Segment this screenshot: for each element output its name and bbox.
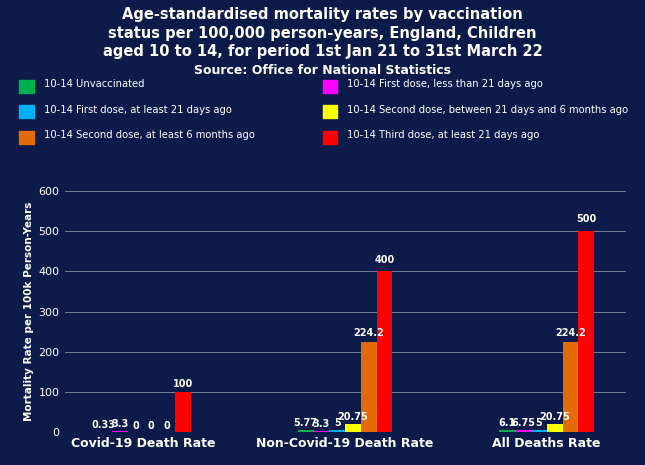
Text: 6.1: 6.1 [499,418,516,428]
Text: 10-14 Second dose, at least 6 months ago: 10-14 Second dose, at least 6 months ago [44,130,255,140]
Bar [547,424,562,432]
Text: 10-14 Unvaccinated: 10-14 Unvaccinated [44,79,144,89]
Bar [345,424,361,432]
Bar [499,430,515,432]
Text: 10-14 Second dose, between 21 days and 6 months ago: 10-14 Second dose, between 21 days and 6… [347,105,628,115]
Text: Age-standardised mortality rates by vaccination: Age-standardised mortality rates by vacc… [122,7,523,22]
Y-axis label: Mortality Rate per 100k Person-Years: Mortality Rate per 100k Person-Years [25,202,34,421]
Bar [313,431,330,432]
Text: 10-14 Third dose, at least 21 days ago: 10-14 Third dose, at least 21 days ago [347,130,539,140]
Text: 0: 0 [148,421,155,431]
Text: status per 100,000 person-years, England, Children: status per 100,000 person-years, England… [108,26,537,40]
Text: 5.77: 5.77 [293,418,317,428]
Bar [515,430,531,432]
Text: 10-14 First dose, less than 21 days ago: 10-14 First dose, less than 21 days ago [347,79,543,89]
Text: 3.3: 3.3 [313,419,330,429]
Bar [531,431,547,432]
Text: 5: 5 [535,418,542,428]
Text: 0: 0 [132,421,139,431]
Text: 5: 5 [334,418,341,428]
Text: 6.75: 6.75 [511,418,535,428]
Bar [361,342,377,432]
Text: 20.75: 20.75 [337,412,368,422]
Text: 224.2: 224.2 [353,328,384,338]
Text: 20.75: 20.75 [539,412,570,422]
Text: 10-14 First dose, at least 21 days ago: 10-14 First dose, at least 21 days ago [44,105,232,115]
Text: 0.33: 0.33 [92,420,116,430]
Text: 100: 100 [173,379,193,389]
Text: 400: 400 [374,255,395,265]
Text: Source: Office for National Statistics: Source: Office for National Statistics [194,64,451,77]
Bar [175,392,191,432]
Text: 500: 500 [576,214,597,224]
Bar [377,271,392,432]
Text: aged 10 to 14, for period 1st Jan 21 to 31st March 22: aged 10 to 14, for period 1st Jan 21 to … [103,44,542,59]
Text: 3.3: 3.3 [111,419,128,429]
Text: 224.2: 224.2 [555,328,586,338]
Bar [112,431,128,432]
Bar [330,431,345,432]
Bar [562,342,579,432]
Bar [298,430,313,432]
Text: 0: 0 [164,421,170,431]
Bar [579,231,594,432]
